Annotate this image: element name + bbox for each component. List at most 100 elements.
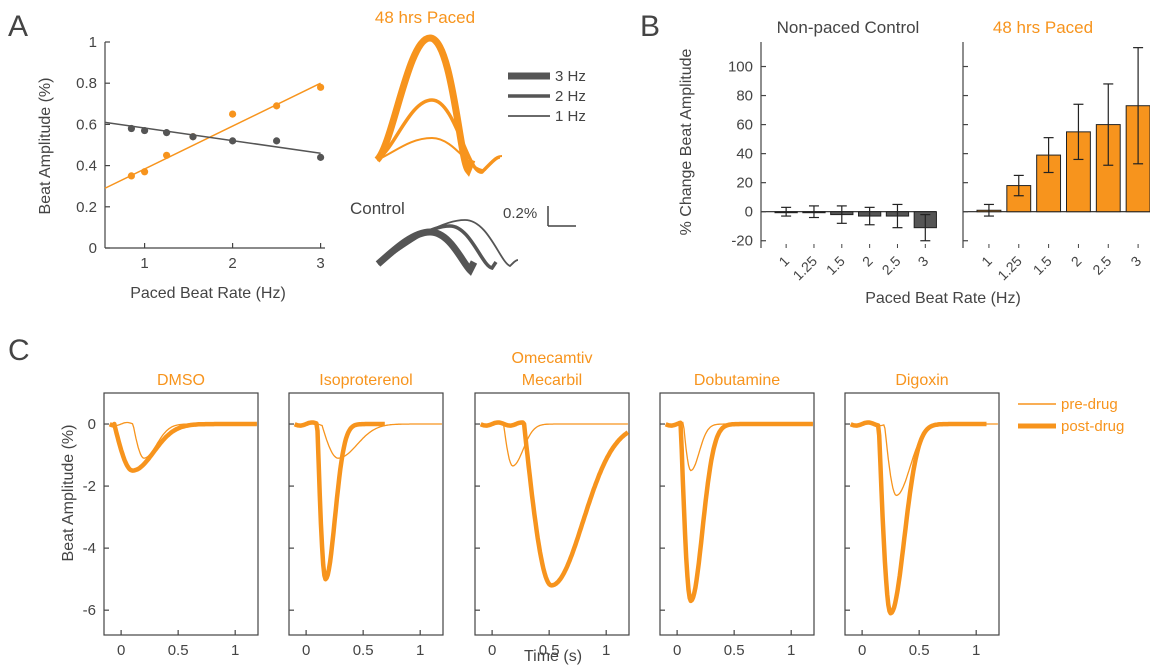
bar-b-ytick-label: 80 [736, 88, 753, 105]
data-point-paced [163, 151, 171, 159]
trace-xtick-label: 1 [602, 642, 610, 659]
trace-panel-title: Isoproterenol [319, 372, 412, 389]
trace-xtick-label: 1 [416, 642, 424, 659]
bar-b-xtick-label: 2.5 [1089, 253, 1114, 278]
post-drug-trace [664, 420, 814, 604]
control-waveforms: Control [350, 199, 519, 276]
paced-wave-1hz [376, 136, 503, 171]
trace-xtick-label: 0.5 [724, 642, 745, 659]
bar-b-xtick-label: 2 [859, 253, 876, 270]
paced-wave-3hz [374, 34, 476, 177]
panel-label-a: A [8, 10, 28, 43]
trace-xtick-label: 0 [302, 642, 310, 659]
scatter-a-ylabel: Beat Amplitude (%) [37, 78, 54, 215]
bar-b-ytick-label: -20 [731, 233, 753, 250]
scatter-a-xlabel: Paced Beat Rate (Hz) [130, 285, 286, 302]
data-point-paced [317, 83, 325, 91]
bar-b-xtick-label: 1.25 [790, 253, 821, 284]
scatter-a-xtick-label: 2 [228, 255, 236, 272]
panel-label-c: C [8, 334, 30, 367]
trace-xtick-label: 0.5 [909, 642, 930, 659]
bar-b-title-control: Non-paced Control [777, 18, 920, 37]
trace-panel-frame [103, 392, 259, 636]
legend-label-2hz: 2 Hz [555, 88, 586, 105]
legend-label-post-drug: post-drug [1061, 418, 1124, 435]
bar-b-ytick-label: 40 [736, 146, 753, 163]
bar-b-xtick-label: 1.25 [994, 253, 1025, 284]
bar-b-ytick-label: 100 [728, 59, 753, 76]
scatter-a-ytick-label: 1 [89, 34, 97, 51]
scatter-plot-a: 0 0.2 0.4 0.6 0.8 1 1 2 3 [76, 34, 325, 272]
scatter-a-ytick-label: 0.6 [76, 116, 97, 133]
post-drug-trace [849, 420, 988, 616]
scale-bar-label: 0.2% [503, 205, 537, 222]
data-point-paced [273, 102, 281, 110]
trace-xtick-label: 0 [117, 642, 125, 659]
bar-b-xtick-label: 1 [775, 253, 792, 270]
trace-panel-title: Digoxin [895, 372, 948, 389]
data-point-paced [127, 172, 135, 180]
rate-legend: 3 Hz 2 Hz 1 Hz [508, 68, 586, 125]
data-point-control [317, 153, 325, 161]
control-wave-3hz [375, 228, 478, 276]
scatter-a-xtick-label: 3 [316, 255, 324, 272]
trace-panel-title: Mecarbil [522, 372, 582, 389]
bar-b-xtick-label: 2 [1068, 253, 1085, 270]
bar-b-ytick-label: 20 [736, 175, 753, 192]
traces-c-ylabel: Beat Amplitude (%) [60, 425, 77, 562]
data-point-control [141, 126, 149, 135]
bar-b-xtick-label: 2.5 [879, 253, 904, 278]
post-drug-trace [108, 421, 258, 473]
trace-xtick-label: 1 [972, 642, 980, 659]
fit-line-paced [104, 82, 321, 189]
scatter-a-ytick-label: 0.8 [76, 75, 97, 92]
trace-xtick-label: 0 [673, 642, 681, 659]
trace-ytick-label: -4 [83, 540, 96, 557]
bar-b-ylabel: % Change Beat Amplitude [678, 49, 695, 236]
traces-c-xlabel: Time (s) [524, 648, 582, 665]
bar-b-xlabel: Paced Beat Rate (Hz) [865, 290, 1021, 307]
trace-panel-title: DMSO [157, 372, 205, 389]
trace-ytick-label: 0 [88, 416, 96, 433]
panel-label-b: B [640, 10, 660, 43]
scatter-a-ytick-label: 0.4 [76, 158, 97, 175]
pre-drug-trace [294, 421, 442, 459]
trace-xtick-label: 0.5 [539, 642, 560, 659]
trace-ytick-label: -6 [83, 602, 96, 619]
trace-panel-frame [288, 392, 444, 636]
trace-xtick-label: 0 [488, 642, 496, 659]
data-point-control [189, 133, 197, 141]
bar-b-ytick-label: 0 [745, 204, 753, 221]
bar-b-title-paced: 48 hrs Paced [993, 18, 1093, 37]
legend-label-pre-drug: pre-drug [1061, 396, 1118, 413]
post-drug-trace [293, 420, 386, 582]
trace-panel-title: Omecamtiv [512, 350, 593, 367]
trace-xtick-label: 1 [787, 642, 795, 659]
legend-label-3hz: 3 Hz [555, 68, 586, 85]
bar-b-ytick-label: 60 [736, 117, 753, 134]
data-point-control [273, 137, 281, 145]
trace-xtick-label: 1 [231, 642, 239, 659]
trace-xtick-label: 0.5 [353, 642, 374, 659]
scatter-a-ytick-label: 0 [89, 240, 97, 257]
pre-drug-trace [480, 421, 628, 467]
scatter-a-xtick-label: 1 [140, 255, 148, 272]
pre-drug-trace [665, 421, 813, 472]
bar-b-xtick-label: 1 [978, 253, 995, 270]
post-drug-trace [479, 420, 630, 588]
bar-b-xtick-label: 3 [915, 253, 932, 270]
drug-traces-c: DMSO 0 0.5 1 0 -2 -4 -6 Isoproterenol 0 0.5 1 Omecam… [83, 350, 1000, 659]
bar-b-xtick-label: 1.5 [823, 253, 848, 278]
bar-b-xtick-label: 3 [1127, 253, 1144, 270]
trace-panel-frame [659, 392, 815, 636]
control-waveforms-title: Control [350, 199, 405, 218]
trace-panel-frame [474, 392, 630, 636]
paced-waveforms: 48 hrs Paced [374, 8, 503, 177]
trace-panel-title: Dobutamine [694, 372, 780, 389]
data-point-control [229, 137, 237, 145]
paced-waveforms-title: 48 hrs Paced [375, 8, 475, 27]
trace-ytick-label: -2 [83, 478, 96, 495]
drug-legend: pre-drug post-drug [1018, 396, 1124, 435]
